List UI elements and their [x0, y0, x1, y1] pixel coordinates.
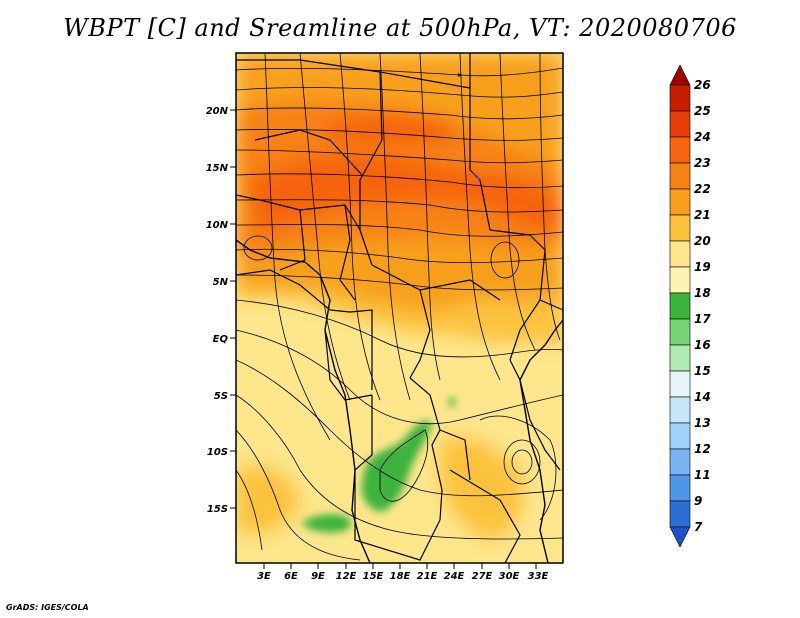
colorbar-label: 18 — [694, 286, 711, 300]
colorbar-swatch — [669, 266, 691, 294]
colorbar-label: 20 — [694, 234, 711, 248]
lon-tick-label: 3E — [257, 571, 271, 582]
colorbar-swatch — [669, 370, 691, 398]
coastline — [519, 319, 563, 563]
lat-tick-label: 15S — [207, 504, 228, 515]
lat-tick-label: 10S — [207, 447, 228, 458]
country-borders — [236, 53, 563, 563]
field-band-17 — [302, 514, 352, 533]
colorbar-swatch — [669, 344, 691, 372]
colorbar-swatch — [669, 240, 691, 268]
colorbar-label: 23 — [694, 156, 711, 170]
map-panel — [236, 53, 563, 563]
grads-credit: GrADS: IGES/COLA — [6, 603, 89, 612]
lon-tick-label: 6E — [284, 571, 298, 582]
lon-tick-label: 12E — [336, 571, 357, 582]
colorbar-label: 15 — [694, 364, 711, 378]
colorbar-label: 7 — [694, 520, 703, 534]
colorbar-swatch — [669, 396, 691, 424]
lat-tick-label: 5S — [214, 391, 228, 402]
colorbar-label: 25 — [694, 104, 711, 118]
colorbar-swatch — [669, 188, 691, 216]
chart-title: WBPT [C] and Sreamline at 500hPa, VT: 20… — [63, 14, 737, 42]
colorbar-label: 9 — [694, 494, 702, 508]
lon-tick-label: 24E — [444, 571, 465, 582]
lon-tick-label: 27E — [472, 571, 493, 582]
colorbar-label: 19 — [694, 260, 711, 274]
lat-axis: 20N 15N 10N 5N EQ 5S 10S 15S — [206, 106, 236, 515]
lat-tick-label: 20N — [206, 106, 229, 117]
colorbar-label: 16 — [694, 338, 711, 352]
lat-tick-label: 5N — [213, 277, 229, 288]
colorbar-label: 21 — [694, 208, 711, 222]
lat-tick-label: EQ — [213, 334, 229, 345]
colorbar-bottom-arrow — [669, 526, 691, 548]
field-band-23 — [320, 114, 455, 144]
colorbar-label: 22 — [694, 182, 711, 196]
colorbar-label: 11 — [694, 468, 711, 482]
colorbar-label: 13 — [694, 416, 711, 430]
lon-axis: 3E 6E 9E 12E 15E 18E 21E 24E 27E 30E 33E — [257, 563, 549, 582]
lon-tick-label: 9E — [311, 571, 325, 582]
field-band-20 — [236, 466, 300, 534]
field-band-17 — [361, 421, 432, 512]
colorbar-swatch — [669, 110, 691, 138]
lat-tick-label: 10N — [206, 220, 229, 231]
colorbar-label: 14 — [694, 390, 711, 404]
lon-tick-label: 33E — [528, 571, 549, 582]
coastline — [236, 239, 371, 563]
colorbar-swatch — [669, 500, 691, 528]
colorbar-swatch — [669, 162, 691, 190]
colorbar-swatch — [669, 318, 691, 346]
lon-tick-label: 30E — [499, 571, 520, 582]
colorbar-swatch — [669, 474, 691, 502]
colorbar-label: 17 — [694, 312, 711, 326]
colorbar-top-arrow — [669, 64, 691, 86]
colorbar-swatch — [669, 448, 691, 476]
colorbar: 26 25 24 23 22 21 20 19 18 17 16 15 14 13 12 11 9 7 — [669, 64, 711, 548]
lon-tick-label: 18E — [390, 571, 411, 582]
colorbar-swatch — [669, 422, 691, 450]
colorbar-swatch — [669, 136, 691, 164]
colorbar-label: 12 — [694, 442, 711, 456]
lon-tick-label: 21E — [417, 571, 438, 582]
field-band-17 — [448, 398, 456, 406]
colorbar-swatch — [669, 84, 691, 112]
colorbar-swatch — [669, 292, 691, 320]
lat-tick-label: 15N — [206, 163, 229, 174]
colorbar-swatch — [669, 214, 691, 242]
lon-tick-label: 15E — [363, 571, 384, 582]
colorbar-label: 26 — [694, 78, 711, 92]
colorbar-label: 24 — [694, 130, 711, 144]
